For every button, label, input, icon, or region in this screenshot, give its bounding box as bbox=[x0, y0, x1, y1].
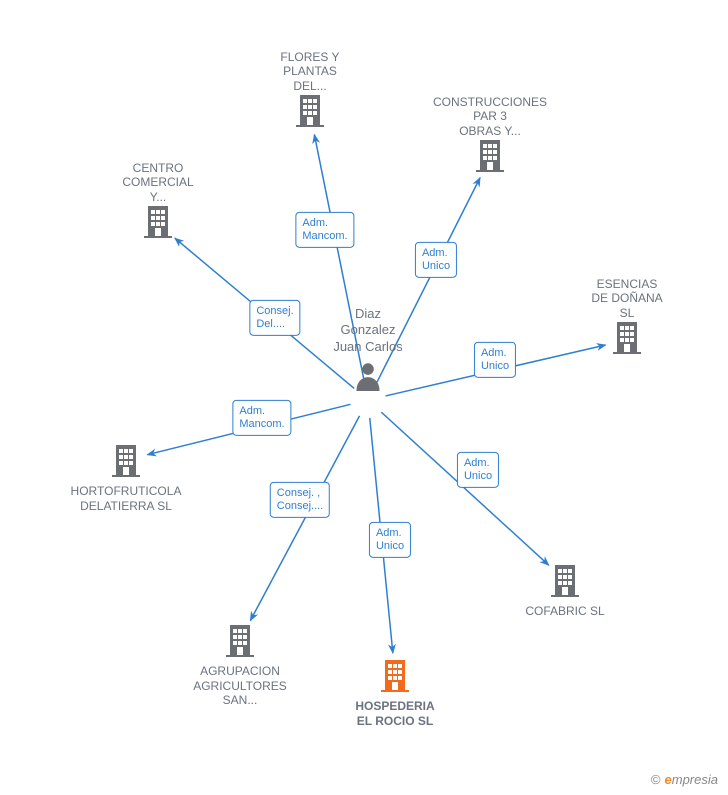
copyright-symbol: © bbox=[651, 772, 661, 787]
center-person-label: Diaz Gonzalez Juan Carlos bbox=[323, 306, 413, 355]
building-icon bbox=[611, 320, 643, 354]
company-node-cofabric[interactable]: COFABRIC SL bbox=[500, 563, 630, 619]
company-label: HOSPEDERIA EL ROCIO SL bbox=[330, 699, 460, 728]
company-node-construcciones[interactable]: CONSTRUCCIONES PAR 3 OBRAS Y... bbox=[425, 91, 555, 176]
company-node-hortofruticola[interactable]: HORTOFRUTICOLA DELATIERRA SL bbox=[61, 443, 191, 513]
company-node-flores[interactable]: FLORES Y PLANTAS DEL... bbox=[245, 46, 375, 131]
building-icon bbox=[142, 204, 174, 238]
watermark-rest: mpresia bbox=[672, 772, 718, 787]
building-icon bbox=[549, 563, 581, 597]
person-icon bbox=[354, 361, 382, 391]
edge-label-agrupacion: Consej. , Consej.... bbox=[270, 482, 330, 518]
company-node-hospederia[interactable]: HOSPEDERIA EL ROCIO SL bbox=[330, 658, 460, 728]
company-label: AGRUPACION AGRICULTORES SAN... bbox=[175, 664, 305, 707]
watermark-e: e bbox=[665, 772, 672, 787]
edge-label-cofabric: Adm. Unico bbox=[457, 452, 499, 488]
company-label: HORTOFRUTICOLA DELATIERRA SL bbox=[61, 484, 191, 513]
building-icon bbox=[474, 138, 506, 172]
company-label: ESENCIAS DE DOÑANA SL bbox=[562, 277, 692, 320]
company-label: CENTRO COMERCIAL Y... bbox=[93, 161, 223, 204]
company-label: COFABRIC SL bbox=[500, 604, 630, 618]
diagram-canvas: Diaz Gonzalez Juan Carlos FLORES Y PLANT… bbox=[0, 0, 728, 795]
company-label: FLORES Y PLANTAS DEL... bbox=[245, 50, 375, 93]
building-icon bbox=[294, 93, 326, 127]
building-icon bbox=[224, 623, 256, 657]
edge-label-construcciones: Adm. Unico bbox=[415, 242, 457, 278]
edge-line-agrupacion bbox=[250, 416, 359, 621]
edge-label-centro: Consej. Del.... bbox=[249, 300, 300, 336]
edge-label-flores: Adm. Mancom. bbox=[295, 212, 354, 248]
edge-label-hortofruticola: Adm. Mancom. bbox=[232, 400, 291, 436]
edge-label-esencias: Adm. Unico bbox=[474, 342, 516, 378]
center-person-node[interactable]: Diaz Gonzalez Juan Carlos bbox=[323, 306, 413, 395]
building-icon bbox=[110, 443, 142, 477]
building-icon bbox=[379, 658, 411, 692]
edge-label-hospederia: Adm. Unico bbox=[369, 522, 411, 558]
company-node-agrupacion[interactable]: AGRUPACION AGRICULTORES SAN... bbox=[175, 623, 305, 708]
watermark: © empresia bbox=[651, 772, 718, 787]
company-node-centro[interactable]: CENTRO COMERCIAL Y... bbox=[93, 157, 223, 242]
company-node-esencias[interactable]: ESENCIAS DE DOÑANA SL bbox=[562, 273, 692, 358]
company-label: CONSTRUCCIONES PAR 3 OBRAS Y... bbox=[425, 95, 555, 138]
